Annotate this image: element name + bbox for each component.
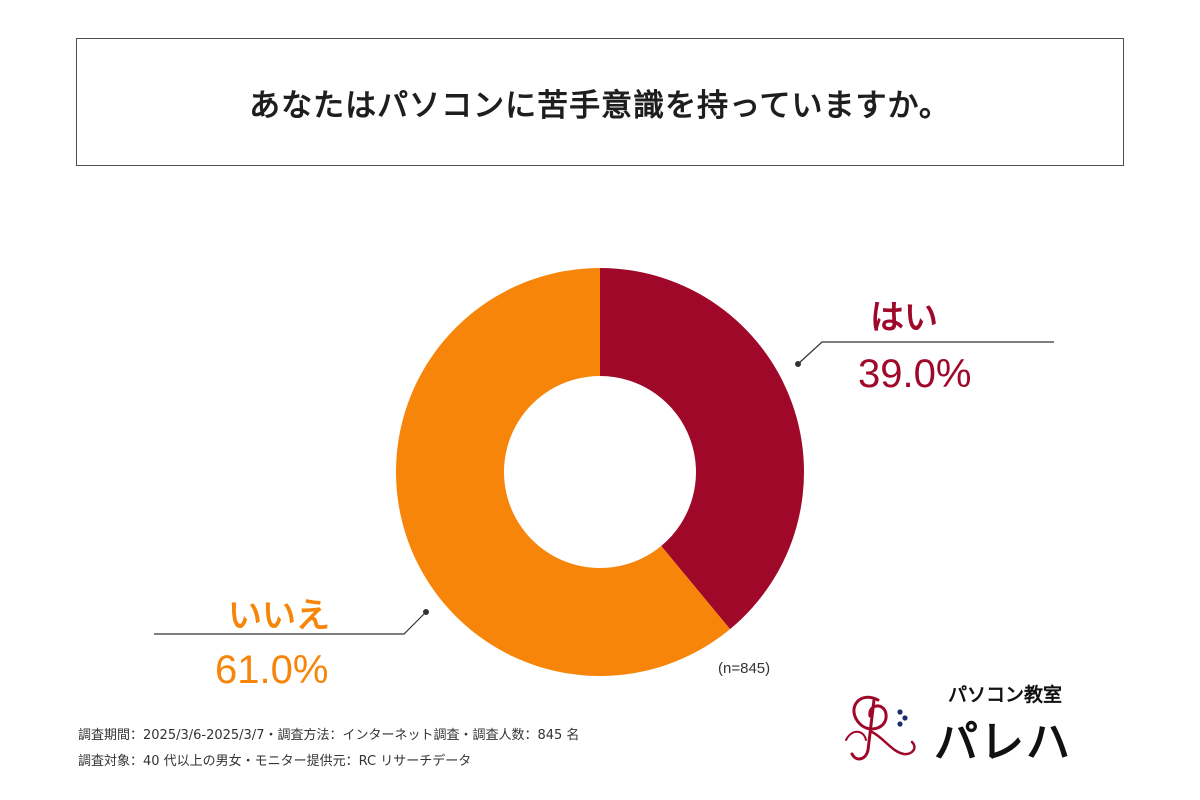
slice-value-no: 61.0%	[215, 648, 329, 692]
slice-label-no: いいえ	[228, 596, 330, 636]
footnote-survey-period: 調査期間：2025/3/6-2025/3/7・調査方法：インターネット調査・調査…	[78, 728, 580, 743]
leader-line-no-dot	[423, 609, 429, 615]
slice-label-yes: はい	[870, 298, 938, 338]
leader-line-no	[154, 611, 427, 635]
logo-emblem-icon	[845, 695, 916, 761]
logo-name: パレハ	[934, 717, 1072, 768]
leader-line-yes	[797, 341, 1054, 365]
footnote-survey-target: 調査対象：40 代以上の男女・モニター提供元：RC リサーチデータ	[78, 754, 472, 769]
leader-line-yes-dot	[795, 361, 801, 367]
title-box: あなたはパソコンに苦手意識を持っていますか。	[76, 38, 1124, 166]
chart-title: あなたはパソコンに苦手意識を持っていますか。	[249, 87, 951, 124]
logo-subtitle: パソコン教室	[948, 684, 1063, 706]
slice-value-yes: 39.0%	[858, 352, 972, 396]
brand-logo: パソコン教室 パレハ	[838, 680, 1118, 770]
donut-slice-yes	[600, 268, 804, 630]
donut-slice-no	[396, 268, 731, 677]
sample-size-label: (n=845)	[718, 660, 771, 677]
